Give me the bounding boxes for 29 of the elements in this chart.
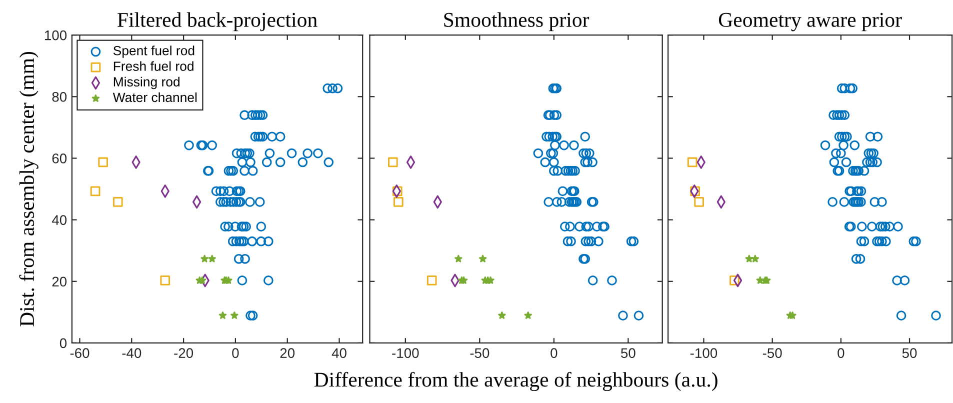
legend-label: Spent fuel rod (113, 46, 194, 58)
x-tick-label: 0 (838, 348, 844, 358)
x-tick-label: -40 (122, 348, 142, 358)
x-tick-label: -20 (174, 348, 194, 358)
y-tick-label: 100 (44, 30, 67, 40)
chart-title: Filtered back-projection (118, 12, 318, 32)
x-tick-label: -50 (762, 348, 782, 358)
chart-title: Smoothness prior (444, 12, 590, 32)
x-tick-label: 0 (550, 348, 558, 358)
x-tick-label: -100 (690, 348, 718, 358)
y-axis-title: Dist. from assembly center (mm) (19, 52, 38, 326)
x-tick-label: -50 (470, 348, 490, 358)
y-tick-label: 60 (52, 154, 67, 164)
x-tick-label: -60 (70, 348, 90, 358)
x-tick-label: 40 (332, 348, 346, 358)
legend-label: Missing rod (114, 76, 180, 90)
legend-label: Fresh fuel rod (114, 61, 194, 71)
chart-title: Geometry aware prior (718, 12, 902, 32)
y-tick-label: 0 (60, 338, 67, 348)
y-tick-label: 20 (52, 276, 67, 287)
x-axis-title: Difference from the average of neighbours (a.u.) (314, 372, 718, 392)
x-tick-label: 0 (232, 348, 239, 358)
x-tick-label: 50 (902, 348, 917, 358)
y-tick-label: 80 (52, 92, 67, 102)
x-tick-label: 20 (280, 348, 295, 358)
x-tick-label: -100 (392, 348, 419, 358)
legend-label: Water channel (112, 92, 197, 102)
x-tick-label: 50 (621, 348, 636, 358)
y-tick-label: 40 (52, 215, 67, 225)
